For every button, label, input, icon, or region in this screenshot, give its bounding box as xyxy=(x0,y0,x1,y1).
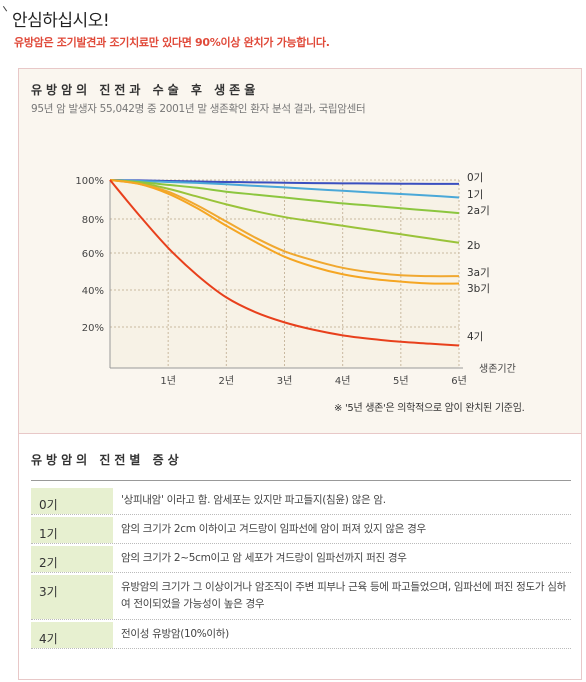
survival-chart: 100% 80% 60% 40% 20% 1년 2년 3년 4년 5년 6년 생존기간 0기 1기 2a기 2… xyxy=(75,172,516,387)
series-label: 3a기 xyxy=(467,267,490,279)
survival-footnote: ※ '5년 생존'은 의학적으로 암이 완치된 기준임. xyxy=(334,403,525,414)
series-label: 4기 xyxy=(467,331,483,343)
y-tick-label: 20% xyxy=(82,323,104,334)
page-title: 안심하십시오! xyxy=(12,11,110,31)
stage-description: 전이성 유방암(10%이하) xyxy=(121,628,229,640)
survival-section: 유방암의 진전과 수술 후 생존율 95년 암 발생자 55,042명 중 20… xyxy=(19,69,581,434)
x-axis-label: 생존기간 xyxy=(479,363,516,375)
x-tick-label: 6년 xyxy=(451,375,467,387)
stage-row-3: 3기 유방암의 크기가 그 이상이거나 암조직이 주변 피부나 근육 등에 파고… xyxy=(31,575,571,620)
survival-title: 유방암의 진전과 수술 후 생존율 xyxy=(31,83,260,97)
stage-row-2: 2기 암의 크기가 2~5cm이고 암 세포가 겨드랑이 임파선까지 퍼진 경우 xyxy=(31,546,571,573)
y-tick-label: 40% xyxy=(82,286,104,297)
stages-table-top-rule xyxy=(31,480,571,481)
stage-row-4: 4기 전이성 유방암(10%이하) xyxy=(31,622,571,649)
series-line-2a기 xyxy=(109,179,460,215)
stage-label: 0기 xyxy=(31,488,113,514)
stage-row-0: 0기 '상피내암' 이라고 함. 암세포는 있지만 파고들지(침윤) 않은 암. xyxy=(31,488,571,515)
content-box: 유방암의 진전과 수술 후 생존율 95년 암 발생자 55,042명 중 20… xyxy=(18,68,582,680)
stage-label: 3기 xyxy=(31,575,113,619)
x-tick-label: 4년 xyxy=(335,375,351,387)
stages-title: 유방암의 진전별 증상 xyxy=(31,453,183,467)
series-line-4기 xyxy=(109,179,460,347)
stage-row-1: 1기 암의 크기가 2cm 이하이고 겨드랑이 임파선에 암이 퍼져 있지 않은… xyxy=(31,517,571,544)
stage-description: 암의 크기가 2~5cm이고 암 세포가 겨드랑이 임파선까지 퍼진 경우 xyxy=(121,552,407,564)
series-label: 2b xyxy=(467,240,481,252)
y-tick-label: 100% xyxy=(75,176,104,187)
x-tick-label: 3년 xyxy=(277,375,293,387)
series-label: 1기 xyxy=(467,189,483,201)
x-tick-label: 1년 xyxy=(160,375,176,387)
y-tick-label: 80% xyxy=(82,215,104,226)
stage-description: 유방암의 크기가 그 이상이거나 암조직이 주변 피부나 근육 등에 파고들었으… xyxy=(121,581,567,610)
stage-description: '상피내암' 이라고 함. 암세포는 있지만 파고들지(침윤) 않은 암. xyxy=(121,494,386,506)
series-label: 3b기 xyxy=(467,283,490,295)
title-tick-mark xyxy=(2,2,13,12)
series-line-3b기 xyxy=(109,179,460,285)
stage-label: 1기 xyxy=(31,517,113,543)
stage-label: 4기 xyxy=(31,622,113,648)
stage-label: 2기 xyxy=(31,546,113,572)
page-subtitle: 유방암은 조기발견과 조기치료만 있다면 90%이상 완치가 가능합니다. xyxy=(14,36,330,49)
series-label: 2a기 xyxy=(467,205,490,217)
series-line-3a기 xyxy=(109,179,460,278)
x-tick-label: 2년 xyxy=(219,375,235,387)
series-line-1기 xyxy=(109,179,460,199)
stage-description: 암의 크기가 2cm 이하이고 겨드랑이 임파선에 암이 퍼져 있지 않은 경우 xyxy=(121,523,426,535)
series-line-2b xyxy=(109,179,460,244)
series-label: 0기 xyxy=(467,172,483,184)
survival-source-note: 95년 암 발생자 55,042명 중 2001년 말 생존확인 환자 분석 결… xyxy=(31,103,366,115)
y-tick-label: 60% xyxy=(82,249,104,260)
x-tick-label: 5년 xyxy=(393,375,409,387)
